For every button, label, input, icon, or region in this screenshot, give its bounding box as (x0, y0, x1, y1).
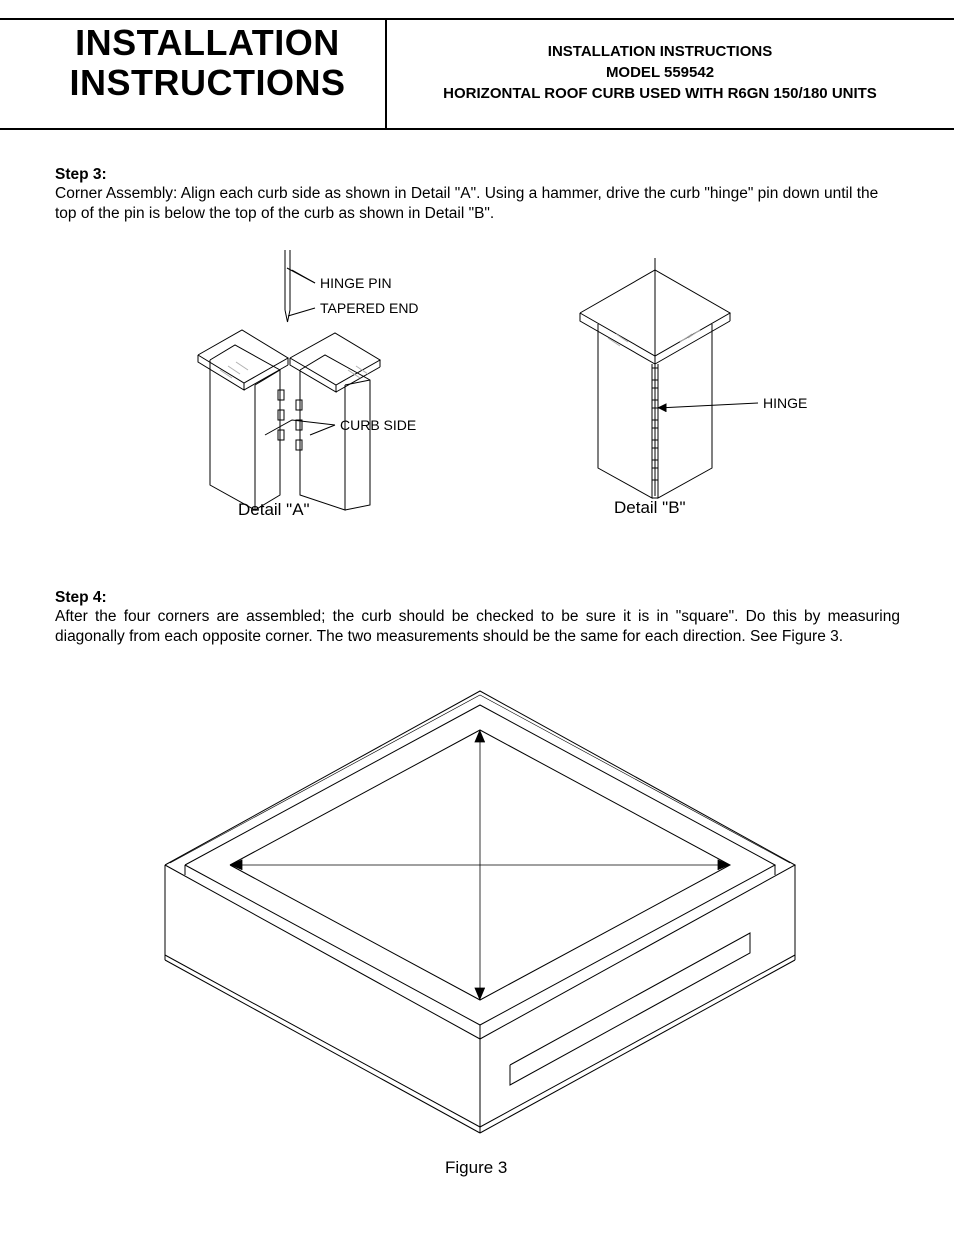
detail-b-figure: HINGE (560, 258, 840, 518)
callout-hinge: HINGE (763, 395, 807, 411)
detail-a-svg (180, 250, 440, 520)
step4-label: Step 4: (55, 589, 107, 606)
header-title-line2: INSTRUCTIONS (70, 62, 346, 103)
header-sub-line1: INSTALLATION INSTRUCTIONS (548, 43, 772, 60)
step3-text: Corner Assembly: Align each curb side as… (55, 185, 878, 221)
callout-curb-side: CURB SIDE (340, 417, 416, 433)
detail-a-caption: Detail "A" (238, 500, 310, 520)
header-title: INSTALLATION INSTRUCTIONS (35, 23, 380, 102)
detail-b-svg (560, 258, 840, 518)
step3-block: Step 3: Corner Assembly: Align each curb… (55, 165, 900, 223)
detail-b-caption: Detail "B" (614, 498, 686, 518)
header-subtitle: INSTALLATION INSTRUCTIONS MODEL 559542 H… (410, 41, 910, 104)
figure3-svg (110, 665, 850, 1140)
header-sub-line3: HORIZONTAL ROOF CURB USED WITH R6GN 150/… (443, 85, 877, 102)
step3-label: Step 3: (55, 166, 107, 183)
figure3-figure (110, 665, 850, 1140)
callout-hinge-pin: HINGE PIN (320, 275, 392, 291)
header-sub-line2: MODEL 559542 (606, 64, 714, 81)
step4-text: After the four corners are assembled; th… (55, 608, 900, 644)
header-title-line1: INSTALLATION (75, 22, 340, 63)
figure3-caption: Figure 3 (445, 1158, 507, 1178)
page: INSTALLATION INSTRUCTIONS INSTALLATION I… (0, 0, 954, 1235)
header: INSTALLATION INSTRUCTIONS INSTALLATION I… (0, 15, 954, 130)
detail-a-figure: HINGE PIN TAPERED END CURB SIDE (180, 250, 440, 520)
callout-tapered-end: TAPERED END (320, 300, 419, 316)
step4-block: Step 4: After the four corners are assem… (55, 588, 900, 646)
